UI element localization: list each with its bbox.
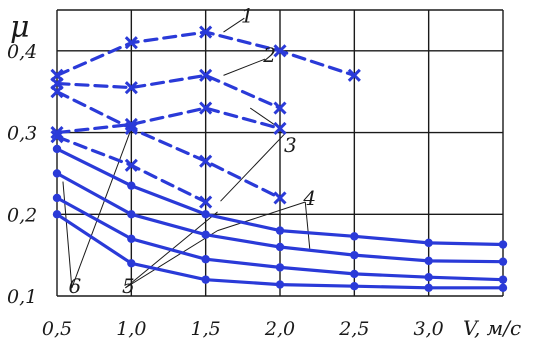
grid <box>56 9 504 297</box>
cross-marker-stroke <box>199 25 213 39</box>
cross-marker-stroke <box>124 121 138 136</box>
dot-marker <box>201 230 210 239</box>
dot-marker <box>52 169 62 178</box>
label-leader-line <box>223 17 245 33</box>
dot-marker <box>498 275 508 284</box>
dot-marker <box>201 210 210 219</box>
cross-marker-stroke <box>124 81 138 95</box>
dot-marker <box>52 210 62 219</box>
curve-label-3: 3 <box>284 133 297 157</box>
dot-marker <box>498 257 508 266</box>
dot-marker <box>275 226 285 235</box>
cross-marker <box>273 44 287 58</box>
cross-marker <box>50 130 64 144</box>
y-tick-label: 0,1 <box>7 286 37 308</box>
cross-marker <box>124 121 138 136</box>
label-leader-line <box>217 201 306 232</box>
cross-marker-stroke <box>199 154 213 168</box>
label-leader-line <box>223 58 266 76</box>
x-tick-label: 1,0 <box>116 318 146 340</box>
x-tick-label: 0,5 <box>42 318 72 340</box>
dot-marker <box>127 210 136 219</box>
cross-marker-stroke <box>50 130 64 144</box>
tick-labels: 0,5 1,0 1,5 2,0 2,5 3,0 0,1 0,2 0,3 0,4 <box>7 41 444 340</box>
dot-marker <box>498 240 508 249</box>
curve-label-5: 5 <box>122 274 135 298</box>
dot-marker <box>52 144 62 154</box>
cross-marker-stroke <box>199 195 213 209</box>
dot-marker <box>201 255 210 264</box>
dot-marker <box>350 232 359 241</box>
dot-marker <box>275 242 285 252</box>
y-tick-label: 0,2 <box>7 204 37 226</box>
dot-marker <box>424 283 433 293</box>
cross-marker-stroke <box>124 158 138 172</box>
x-tick-label: 2,5 <box>338 318 369 340</box>
dot-marker <box>275 263 285 272</box>
curve-label-4: 4 <box>302 186 316 210</box>
cross-marker <box>50 126 64 140</box>
cross-marker-stroke <box>273 121 287 136</box>
dot-marker <box>350 269 359 279</box>
dot-marker <box>424 273 433 282</box>
cross-marker-stroke <box>347 68 361 82</box>
cross-marker <box>199 25 213 39</box>
curve-labels: 12 3 4 5 6 <box>68 4 316 298</box>
cross-marker-stroke <box>199 68 213 82</box>
cross-marker-stroke <box>273 101 287 115</box>
curve-label-6: 6 <box>68 274 81 298</box>
cross-marker <box>124 36 138 50</box>
dot-marker <box>52 193 62 203</box>
cross-marker <box>50 85 64 99</box>
cross-marker <box>199 68 213 82</box>
dot-marker <box>350 281 359 291</box>
cross-marker-stroke <box>50 85 64 99</box>
cross-marker-stroke <box>273 191 287 205</box>
series-line-3 <box>55 90 282 200</box>
cross-marker-stroke <box>50 126 64 140</box>
label-leader-line <box>71 128 132 289</box>
cross-marker <box>124 158 138 172</box>
label-leader-line <box>220 132 287 202</box>
dot-marker <box>498 283 508 293</box>
y-tick-label: 0,3 <box>7 123 37 145</box>
dot-marker <box>201 275 210 284</box>
dot-marker <box>127 181 136 190</box>
x-tick-label: 2,0 <box>264 318 295 340</box>
y-tick-label: 0,4 <box>7 41 37 63</box>
cross-marker <box>124 81 138 95</box>
x-tick-label: 1,5 <box>191 318 221 340</box>
y-axis-title: μ <box>10 10 30 45</box>
cross-marker <box>273 101 287 115</box>
label-leader-line <box>62 181 73 288</box>
cross-marker <box>273 191 287 205</box>
series-line-3 <box>55 106 282 135</box>
curve-label-1: 1 <box>241 4 254 28</box>
label-leader-line <box>304 201 311 249</box>
cross-marker-stroke <box>199 101 213 115</box>
dot-marker <box>127 234 136 243</box>
cross-marker <box>199 195 213 209</box>
cross-marker <box>199 101 213 115</box>
dot-marker <box>275 280 285 289</box>
curve-label-2: 2 <box>262 43 276 67</box>
cross-marker <box>347 68 361 82</box>
dot-marker <box>424 238 433 248</box>
series-group <box>50 25 508 293</box>
label-leader-line <box>125 230 218 289</box>
label-leaders <box>62 17 311 289</box>
cross-marker-stroke <box>124 36 138 50</box>
cross-marker <box>273 121 287 136</box>
dot-marker <box>127 259 136 268</box>
cross-marker-stroke <box>273 44 287 58</box>
cross-marker <box>199 154 213 168</box>
x-axis-title: V, м/с <box>463 316 521 340</box>
x-tick-label: 3,0 <box>414 318 444 340</box>
series-line-2 <box>55 73 282 110</box>
dot-marker <box>424 256 433 266</box>
dot-marker <box>350 250 359 260</box>
